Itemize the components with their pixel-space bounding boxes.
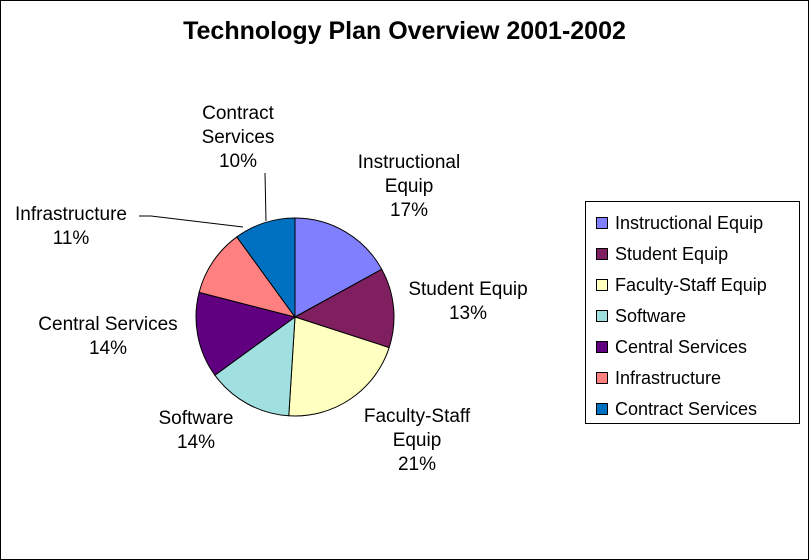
- legend-label: Faculty-Staff Equip: [615, 274, 767, 295]
- legend-swatch: [596, 403, 608, 415]
- legend-item-faculty-staff-equip: Faculty-Staff Equip: [596, 274, 767, 296]
- legend-swatch: [596, 248, 608, 260]
- legend-swatch: [596, 372, 608, 384]
- data-label-percent: 17%: [389, 200, 429, 221]
- data-label-percent: 21%: [397, 454, 437, 475]
- legend-label: Contract Services: [615, 398, 758, 419]
- data-label-name: Infrastructure: [15, 204, 127, 225]
- legend-swatch: [596, 341, 608, 353]
- pie-slice-student-equip: [293, 268, 395, 349]
- pie-slice-infrastructure: [198, 236, 297, 318]
- legend-label: Infrastructure: [615, 367, 722, 388]
- legend-swatch: [596, 310, 608, 322]
- data-label-student-equip: Student Equip 13%: [358, 278, 578, 326]
- chart-title: Technology Plan Overview 2001-2002: [183, 17, 626, 45]
- data-label-percent: 14%: [88, 338, 128, 359]
- data-label-percent: 14%: [176, 432, 216, 453]
- legend-label: Student Equip: [615, 243, 729, 264]
- legend-item-student-equip: Student Equip: [596, 243, 728, 265]
- data-label-instructional-equip: Instructional Equip 17%: [299, 151, 519, 223]
- pie-slice-faculty-staff-equip: [288, 316, 390, 417]
- legend-swatch: [596, 217, 608, 229]
- pie-slice-central-services: [195, 291, 297, 376]
- data-label-percent: 13%: [448, 303, 488, 324]
- data-label-percent: 11%: [52, 228, 90, 249]
- leader-line: [139, 215, 244, 228]
- data-label-central-services: Central Services 14%: [1, 313, 218, 361]
- data-label-name: Equip: [384, 176, 434, 197]
- pie-slice-software: [214, 315, 296, 417]
- legend-label: Software: [615, 305, 687, 326]
- pie-slice-contract-services: [236, 217, 296, 319]
- leader-line: [264, 172, 267, 222]
- data-label-name: Faculty-Staff: [363, 406, 471, 427]
- legend-item-contract-services: Contract Services: [596, 398, 757, 420]
- data-label-name: Contract: [202, 103, 274, 124]
- legend-item-instructional-equip: Instructional Equip: [596, 212, 763, 234]
- legend-item-infrastructure: Infrastructure: [596, 367, 721, 389]
- legend: Instructional Equip Student Equip Faculty-…: [585, 201, 800, 424]
- data-label-name: Services: [201, 127, 275, 148]
- data-label-software: Software 14%: [86, 407, 306, 455]
- data-label-percent: 10%: [218, 151, 258, 172]
- data-label-contract-services: Contract Services 10%: [128, 102, 348, 174]
- data-label-faculty-staff-equip: Faculty-Staff Equip 21%: [307, 405, 527, 477]
- data-label-name: Instructional: [357, 152, 461, 173]
- data-label-infrastructure: Infrastructure 11%: [1, 203, 181, 251]
- legend-label: Central Services: [615, 336, 748, 357]
- pie-slice-instructional-equip: [294, 217, 383, 318]
- data-label-name: Equip: [392, 430, 442, 451]
- data-label-name: Student Equip: [408, 279, 528, 300]
- data-label-name: Software: [158, 408, 234, 429]
- legend-item-software: Software: [596, 305, 686, 327]
- data-label-name: Central Services: [38, 314, 178, 335]
- legend-item-central-services: Central Services: [596, 336, 747, 358]
- legend-swatch: [596, 279, 608, 291]
- legend-label: Instructional Equip: [615, 212, 764, 233]
